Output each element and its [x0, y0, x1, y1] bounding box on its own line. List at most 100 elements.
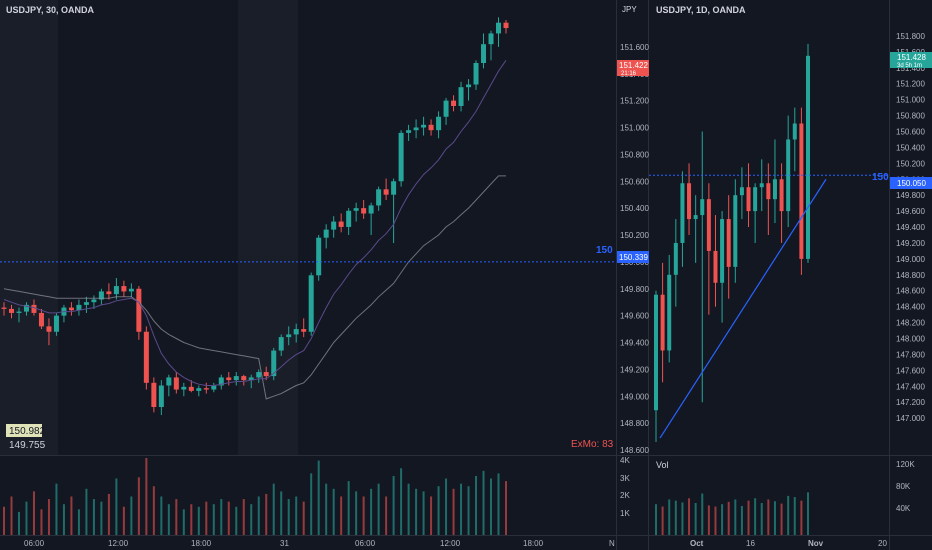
candle-body [700, 199, 705, 216]
price-tick-label: 149.400 [620, 339, 649, 348]
left-chart-title[interactable]: USDJPY, 30, OANDA [6, 5, 95, 15]
candle-body [16, 311, 22, 313]
time-label: 18:00 [191, 539, 212, 548]
candle-body [346, 210, 352, 227]
candle-body [693, 215, 698, 220]
price-tick-label: 147.000 [896, 414, 925, 423]
volume-bar [701, 493, 704, 535]
session-shade [238, 0, 298, 455]
volume-bar [760, 503, 763, 535]
candle-body [458, 87, 464, 106]
left-volume-axis: 4K 3K 2K 1K [620, 456, 630, 518]
time-label: Nov [808, 539, 824, 548]
candle-body [496, 22, 502, 34]
volume-bar [250, 504, 253, 535]
candle-body [301, 329, 307, 332]
volume-bar [70, 496, 73, 535]
volume-tick-label: 120K [896, 460, 915, 469]
right-level-label: 150 [872, 172, 889, 183]
volume-bar [302, 501, 305, 535]
candle-body [1, 307, 7, 309]
volume-bar [340, 496, 343, 535]
price-tick-label: 151.000 [620, 124, 649, 133]
candle-body [766, 183, 771, 200]
right-price-axis[interactable]: 147.000 147.200 147.400 147.600 147.800 148.0… [896, 32, 925, 423]
candle-body [286, 334, 292, 338]
candle-body [173, 377, 179, 390]
price-tick-label: 151.600 [620, 43, 649, 52]
volume-bar [167, 504, 170, 535]
volume-bar [10, 496, 13, 535]
volume-bar [325, 483, 328, 535]
candle-body [203, 388, 209, 390]
crosshair-value: 150.982 [9, 426, 46, 437]
volume-bar [310, 473, 313, 535]
volume-bar [661, 506, 664, 535]
candle-body [53, 315, 59, 332]
price-tick-label: 151.000 [896, 96, 925, 105]
left-current-price: 151.422 [619, 61, 648, 70]
volume-bar [407, 483, 410, 535]
volume-bar [490, 478, 493, 535]
candle-body [23, 304, 29, 312]
price-tick-label: 150.200 [620, 231, 649, 240]
volume-bar [674, 500, 677, 535]
candle-body [746, 187, 751, 212]
price-tick-label: 150.600 [620, 177, 649, 186]
candle-body [91, 299, 97, 303]
volume-bar [392, 475, 395, 535]
volume-bar [85, 488, 88, 535]
candle-body [361, 208, 367, 214]
candle-body [733, 195, 738, 267]
price-tick-label: 149.000 [620, 392, 649, 401]
time-label: 12:00 [440, 539, 461, 548]
candle-body [473, 63, 479, 85]
volume-bar [355, 491, 358, 535]
left-current-price-bg [617, 60, 649, 76]
volume-bar [467, 486, 470, 535]
right-candles-group [654, 43, 810, 443]
price-tick-label: 151.200 [896, 80, 925, 89]
candle-body [331, 221, 337, 230]
volume-bar [497, 473, 500, 535]
price-tick-label: 148.000 [896, 335, 925, 344]
candle-body [256, 372, 262, 378]
candle-body [706, 199, 711, 251]
candle-body [143, 331, 149, 383]
candle-body [368, 205, 374, 214]
volume-bar [377, 483, 380, 535]
volume-bar [800, 500, 803, 535]
right-time-axis[interactable]: Oct 16 Nov 20 [690, 539, 887, 548]
volume-bar [734, 499, 737, 535]
candle-body [323, 229, 329, 238]
left-level-label: 150 [596, 245, 613, 256]
candle-body [113, 286, 119, 295]
candle-body [673, 242, 678, 275]
time-label: 12:00 [108, 539, 129, 548]
volume-bar [205, 501, 208, 535]
volume-bar [694, 503, 697, 535]
candle-body [753, 187, 758, 212]
volume-bar [190, 504, 193, 535]
candle-body [443, 100, 449, 117]
candle-body [792, 123, 797, 140]
volume-bar [452, 488, 455, 535]
right-current-price: 151.428 [897, 53, 926, 62]
candle-body [271, 350, 277, 377]
left-time-axis[interactable]: 06:00 12:00 18:00 31 06:00 12:00 18:00 N [24, 539, 615, 548]
candle-body [720, 219, 725, 283]
volume-bar [3, 506, 5, 535]
volume-bar [681, 502, 684, 535]
volume-bar [780, 503, 783, 535]
volume-bar [92, 499, 95, 535]
currency-badge[interactable]: JPY [622, 5, 637, 14]
volume-bar [145, 458, 148, 535]
candle-body [278, 337, 284, 351]
price-tick-label: 147.200 [896, 398, 925, 407]
time-label: 31 [280, 539, 289, 548]
ema-fast-line [3, 60, 507, 386]
volume-bar [107, 493, 110, 535]
candle-body [263, 372, 269, 377]
right-chart-title[interactable]: USDJPY, 1D, OANDA [656, 5, 746, 15]
volume-bar [707, 505, 710, 535]
